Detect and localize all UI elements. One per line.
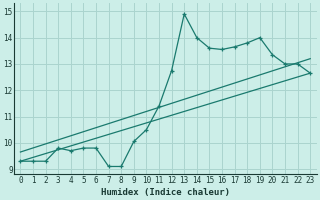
X-axis label: Humidex (Indice chaleur): Humidex (Indice chaleur) <box>101 188 230 197</box>
